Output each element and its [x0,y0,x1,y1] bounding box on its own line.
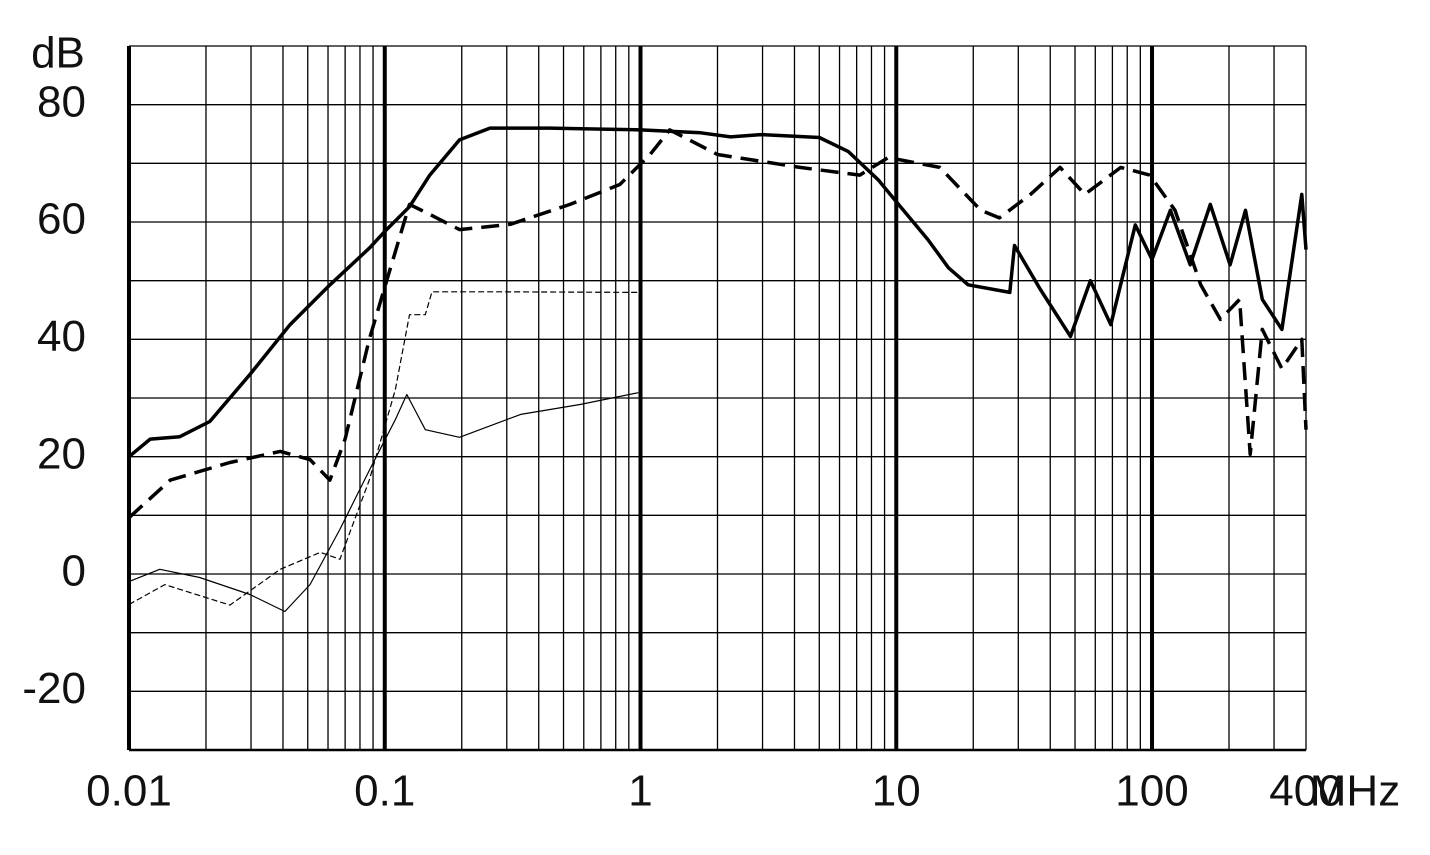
y-tick-label: -20 [22,664,86,713]
y-tick-label: 20 [37,429,86,478]
x-tick-label: 400 [1269,767,1342,816]
x-tick-label: 0.01 [86,767,172,816]
y-tick-label: 40 [37,312,86,361]
x-tick-label: 0.1 [354,767,415,816]
data-line [128,291,639,606]
x-tick-label: 10 [872,767,921,816]
data-line [127,126,1308,459]
data-line [128,392,639,613]
x-tick-label: 100 [1115,767,1188,816]
y-tick-label: 80 [37,77,86,126]
data-line [127,128,1308,519]
grid [127,45,1307,752]
x-tick-label: 1 [628,767,652,816]
y-tick-label: 60 [37,195,86,244]
y-axis-label: dB [31,29,85,78]
plot-lines [127,126,1308,613]
x-axis-label: MHz [1310,767,1400,816]
y-tick-label: 0 [62,547,86,596]
